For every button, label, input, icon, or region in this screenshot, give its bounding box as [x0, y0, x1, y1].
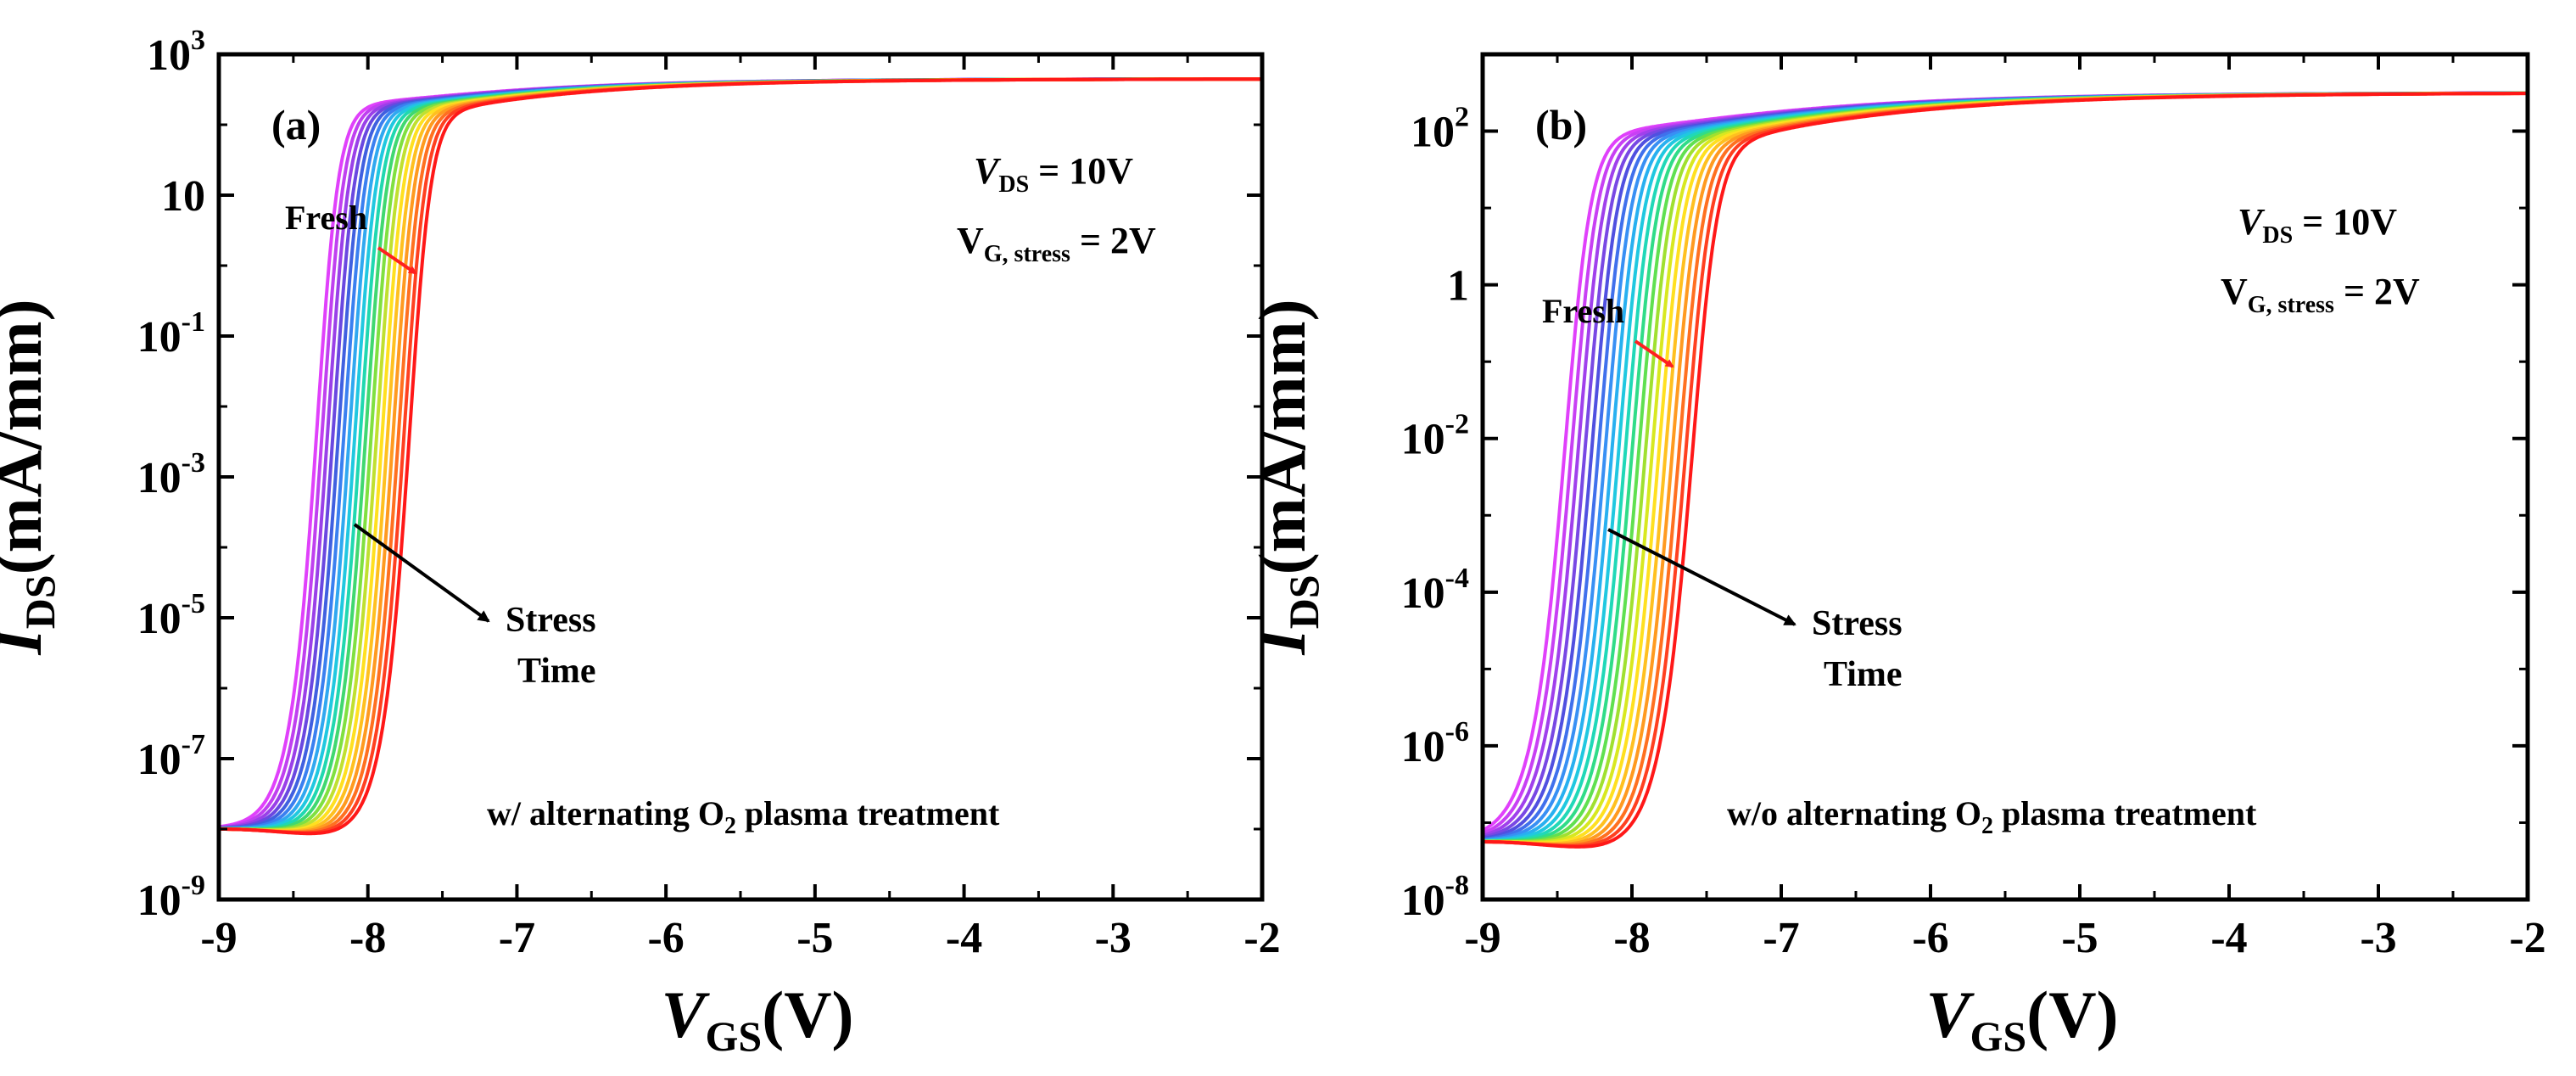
x-tick-label: -7 — [499, 914, 535, 962]
x-tick-label: -9 — [200, 914, 237, 962]
x-tick-label: -8 — [1613, 914, 1650, 962]
time-label: Time — [1824, 655, 1903, 694]
x-tick-label: -4 — [946, 914, 982, 962]
stress-arrow — [353, 523, 490, 623]
y-tick-label: 102 — [1411, 102, 1469, 157]
series-group — [219, 77, 1262, 836]
panel-b: -9 -8 -7 -6 -5 -4 -3 -2 10-8 10-6 10-4 10-2 1 102 VGS(… — [1245, 52, 2546, 1060]
fresh-arrow — [377, 246, 417, 275]
y-axis-title: IDS(mA/mm) — [0, 299, 64, 655]
x-tick-label: -2 — [2509, 914, 2545, 962]
x-tick-label: -6 — [647, 914, 684, 962]
time-label: Time — [517, 652, 596, 691]
y-axis-title: IDS(mA/mm) — [1245, 299, 1327, 655]
y-tick-label: 10 — [161, 172, 205, 221]
y-tick-label: 10-5 — [137, 588, 205, 643]
y-tick-label: 1 — [1447, 262, 1469, 311]
series-line-18 — [219, 77, 1262, 836]
panel-label: (b) — [1535, 101, 1587, 149]
stress-arrow — [1607, 528, 1796, 626]
x-tick-label: -3 — [2360, 914, 2396, 962]
y-tick-label: 10-6 — [1401, 716, 1469, 771]
x-tick-label: -8 — [349, 914, 386, 962]
stress-label: Stress — [1812, 604, 1903, 643]
fresh-arrow — [1634, 339, 1674, 368]
treatment-label: w/ alternating O2 plasma treatment — [487, 794, 1000, 839]
x-axis-title: VGS(V) — [1925, 978, 2118, 1060]
x-tick-label: -2 — [1243, 914, 1280, 962]
x-tick-label: -3 — [1095, 914, 1132, 962]
vds-condition: VDS = 10V — [974, 150, 1133, 198]
y-tick-label: 10-2 — [1401, 409, 1469, 464]
y-tick-label: 10-4 — [1401, 563, 1469, 618]
y-tick-label: 103 — [147, 25, 205, 80]
y-tick-label: 10-8 — [1401, 870, 1469, 925]
series-line-20 — [1483, 92, 2528, 849]
panel-a: -9 -8 -7 -6 -5 -4 -3 -2 10-9 10-7 10-5 10-3 10-1 10 10… — [0, 25, 1281, 1060]
x-tick-label: -5 — [796, 914, 833, 962]
x-tick-label: -5 — [2061, 914, 2098, 962]
x-tick-label: -4 — [2210, 914, 2247, 962]
fresh-label: Fresh — [1542, 292, 1624, 330]
stress-label: Stress — [506, 601, 596, 640]
y-tick-label: 10-9 — [137, 870, 205, 925]
vds-condition: VDS = 10V — [2238, 201, 2397, 249]
x-tick-label: -9 — [1464, 914, 1500, 962]
y-tick-label: 10-1 — [137, 306, 205, 361]
series-group — [1483, 91, 2528, 849]
x-tick-label: -6 — [1912, 914, 1948, 962]
y-tick-label: 10-7 — [137, 729, 205, 784]
x-tick-label: -7 — [1763, 914, 1799, 962]
treatment-label: w/o alternating O2 plasma treatment — [1727, 794, 2257, 839]
y-tick-label: 10-3 — [137, 447, 205, 502]
fresh-label: Fresh — [285, 199, 367, 237]
vg-stress-condition: VG, stress = 2V — [957, 220, 1156, 267]
panel-label: (a) — [271, 101, 321, 149]
vg-stress-condition: VG, stress = 2V — [2221, 271, 2420, 318]
x-axis-title: VGS(V) — [661, 978, 853, 1060]
